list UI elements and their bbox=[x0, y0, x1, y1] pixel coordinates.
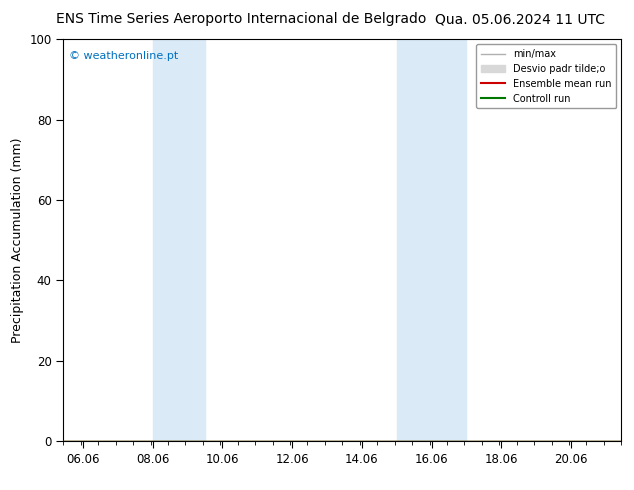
Text: ENS Time Series Aeroporto Internacional de Belgrado: ENS Time Series Aeroporto Internacional … bbox=[56, 12, 426, 26]
Bar bbox=[153, 39, 205, 441]
Legend: min/max, Desvio padr tilde;o, Ensemble mean run, Controll run: min/max, Desvio padr tilde;o, Ensemble m… bbox=[476, 44, 616, 108]
Y-axis label: Precipitation Accumulation (mm): Precipitation Accumulation (mm) bbox=[11, 137, 24, 343]
Text: © weatheronline.pt: © weatheronline.pt bbox=[69, 51, 178, 61]
Text: Qua. 05.06.2024 11 UTC: Qua. 05.06.2024 11 UTC bbox=[435, 12, 605, 26]
Bar bbox=[397, 39, 467, 441]
